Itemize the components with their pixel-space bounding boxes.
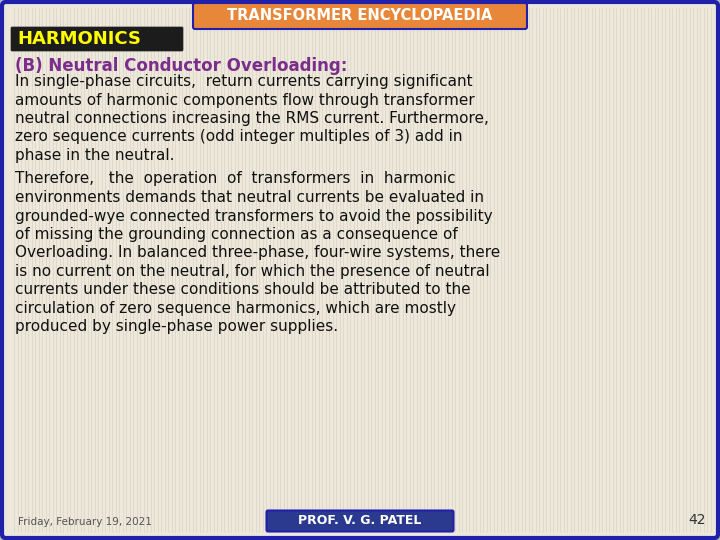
Text: circulation of zero sequence harmonics, which are mostly: circulation of zero sequence harmonics, … — [15, 301, 456, 316]
Text: TRANSFORMER ENCYCLOPAEDIA: TRANSFORMER ENCYCLOPAEDIA — [228, 9, 492, 24]
Text: of missing the grounding connection as a consequence of: of missing the grounding connection as a… — [15, 227, 458, 242]
Text: HARMONICS: HARMONICS — [17, 30, 141, 48]
Text: Therefore,   the  operation  of  transformers  in  harmonic: Therefore, the operation of transformers… — [15, 172, 456, 186]
Text: is no current on the neutral, for which the presence of neutral: is no current on the neutral, for which … — [15, 264, 490, 279]
Text: PROF. V. G. PATEL: PROF. V. G. PATEL — [298, 515, 422, 528]
FancyBboxPatch shape — [193, 3, 527, 29]
Text: In single-phase circuits,  return currents carrying significant: In single-phase circuits, return current… — [15, 74, 472, 89]
Text: neutral connections increasing the RMS current. Furthermore,: neutral connections increasing the RMS c… — [15, 111, 489, 126]
Text: 42: 42 — [688, 513, 706, 527]
Text: amounts of harmonic components flow through transformer: amounts of harmonic components flow thro… — [15, 92, 474, 107]
Text: environments demands that neutral currents be evaluated in: environments demands that neutral curren… — [15, 190, 484, 205]
Text: Friday, February 19, 2021: Friday, February 19, 2021 — [18, 517, 152, 527]
Text: produced by single-phase power supplies.: produced by single-phase power supplies. — [15, 320, 338, 334]
Text: currents under these conditions should be attributed to the: currents under these conditions should b… — [15, 282, 471, 298]
Text: grounded-wye connected transformers to avoid the possibility: grounded-wye connected transformers to a… — [15, 208, 492, 224]
Text: (B) Neutral Conductor Overloading:: (B) Neutral Conductor Overloading: — [15, 57, 347, 75]
FancyBboxPatch shape — [266, 510, 454, 531]
Text: phase in the neutral.: phase in the neutral. — [15, 148, 174, 163]
Text: zero sequence currents (odd integer multiples of 3) add in: zero sequence currents (odd integer mult… — [15, 130, 462, 145]
Text: Overloading. In balanced three-phase, four-wire systems, there: Overloading. In balanced three-phase, fo… — [15, 246, 500, 260]
FancyBboxPatch shape — [11, 27, 183, 51]
